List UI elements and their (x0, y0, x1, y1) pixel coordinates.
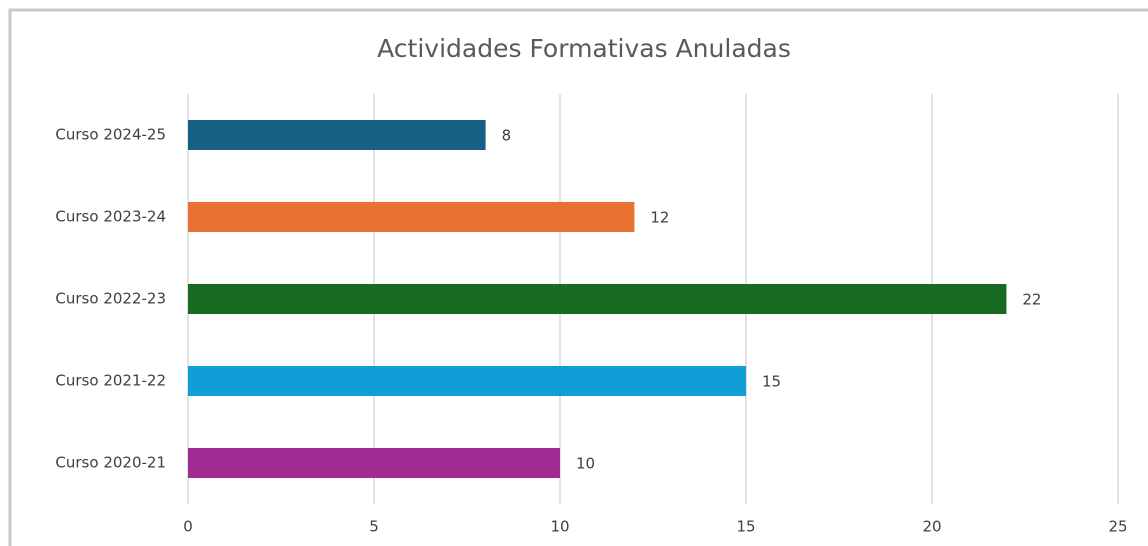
data-label: 8 (502, 127, 512, 145)
y-tick-label: Curso 2024-25 (55, 126, 166, 144)
x-tick-label: 20 (922, 518, 941, 536)
bar (188, 448, 560, 478)
data-label: 10 (576, 455, 595, 473)
chart-title: Actividades Formativas Anuladas (377, 34, 791, 63)
bar (188, 202, 635, 232)
data-label: 22 (1022, 291, 1041, 309)
bar (188, 366, 746, 396)
data-label: 12 (650, 209, 669, 227)
data-label: 15 (762, 373, 781, 391)
x-tick-label: 5 (369, 518, 379, 536)
y-tick-label: Curso 2022-23 (55, 290, 166, 308)
x-tick-label: 15 (736, 518, 755, 536)
x-tick-label: 0 (183, 518, 193, 536)
y-tick-label: Curso 2021-22 (55, 372, 166, 390)
bar (188, 120, 486, 150)
bar (188, 284, 1007, 314)
y-tick-label: Curso 2020-21 (55, 454, 166, 472)
x-tick-label: 25 (1108, 518, 1127, 536)
y-tick-label: Curso 2023-24 (55, 208, 166, 226)
x-tick-label: 10 (550, 518, 569, 536)
